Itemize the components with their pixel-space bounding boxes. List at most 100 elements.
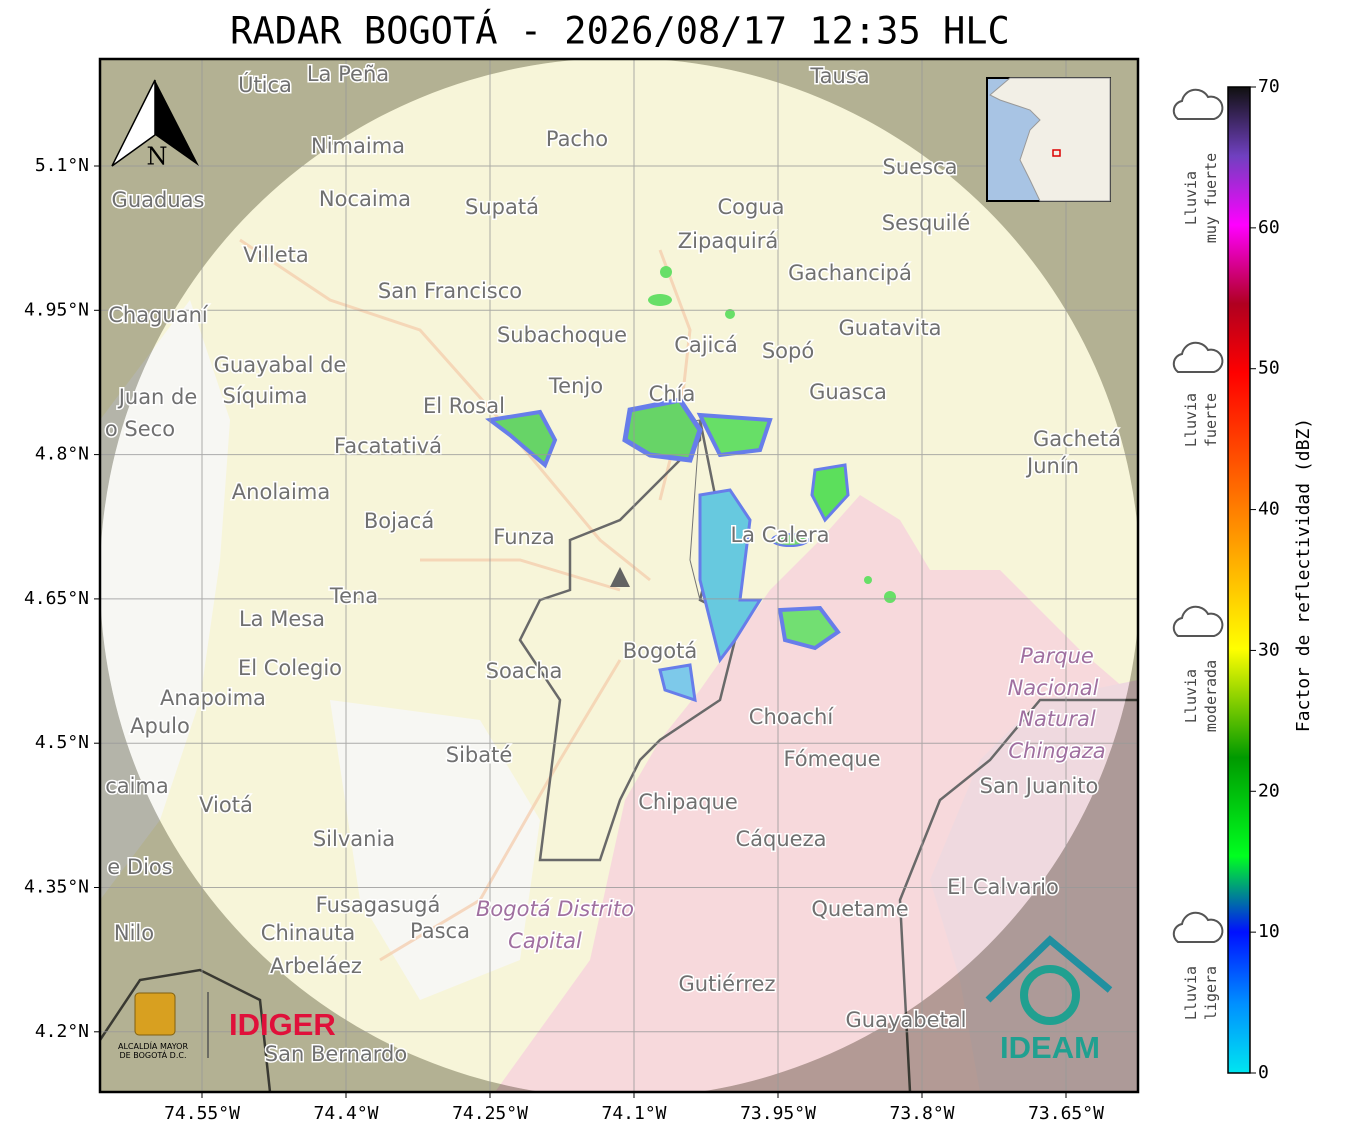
place-label: Gachancipá xyxy=(788,261,912,285)
place-label: Pasca xyxy=(410,919,470,943)
logo-text: ALCALDÍA MAYOR xyxy=(118,1040,188,1051)
lon-tick-label: 74.25°W xyxy=(452,1103,528,1124)
lon-tick-label: 74.55°W xyxy=(164,1103,240,1124)
place-label: Funza xyxy=(493,525,554,549)
place-label: Arbeláez xyxy=(270,954,362,978)
lat-tick-label: 4.8°N xyxy=(35,444,89,465)
logos: ALCALDÍA MAYOR DE BOGOTÁ D.C. IDIGER IDE… xyxy=(118,935,1113,1065)
lat-tick-label: 4.2°N xyxy=(35,1021,89,1042)
place-label: Útica xyxy=(238,72,292,97)
place-label: Pacho xyxy=(546,127,608,151)
place-label: Cajicá xyxy=(674,333,738,357)
rain-category: muy fuerte xyxy=(1202,153,1220,243)
place-label: Villeta xyxy=(243,243,308,267)
place-label: Silvania xyxy=(313,827,395,851)
place-label: Choachí xyxy=(749,705,835,729)
rain-category: Lluvia xyxy=(1182,393,1200,447)
colorbar-tick-label: 10 xyxy=(1258,921,1280,942)
rain-category: fuerte xyxy=(1202,393,1220,447)
place-label: San Francisco xyxy=(378,279,522,303)
place-label: Chaguaní xyxy=(108,303,209,327)
north-arrow: N xyxy=(111,79,199,171)
logo-text: IDIGER xyxy=(229,1007,336,1042)
place-label: San Juanito xyxy=(980,774,1099,798)
place-label: Fómeque xyxy=(783,747,880,771)
colorbar-tick-label: 50 xyxy=(1258,358,1280,379)
lon-tick-label: 74.4°W xyxy=(313,1103,378,1124)
place-label: Sesquilé xyxy=(882,211,970,235)
place-label: Sibaté xyxy=(446,743,513,767)
lon-tick-label: 74.1°W xyxy=(601,1103,666,1124)
place-label: Guasca xyxy=(809,380,887,404)
north-label: N xyxy=(147,143,168,171)
place-label: Junín xyxy=(1025,454,1079,478)
place-label: Guayabal de xyxy=(214,353,347,377)
place-label: San Bernardo xyxy=(265,1042,407,1066)
place-label: Nacional xyxy=(1008,676,1099,700)
place-label: Cogua xyxy=(717,195,784,219)
title: RADAR BOGOTÁ - 2026/08/17 12:35 HLC xyxy=(230,9,1010,53)
place-label: Supatá xyxy=(465,195,539,219)
place-label: Capital xyxy=(508,929,582,953)
place-label: Anolaima xyxy=(232,480,330,504)
lon-tick-label: 73.95°W xyxy=(740,1103,816,1124)
place-label: Zipaquirá xyxy=(678,229,778,253)
place-label: Anapoima xyxy=(160,686,266,710)
logo-text: DE BOGOTÁ D.C. xyxy=(119,1049,186,1060)
colorbar-tick-label: 20 xyxy=(1258,780,1280,801)
place-label: caima xyxy=(105,774,169,798)
place-label: La Calera xyxy=(730,523,829,547)
place-label: Bogotá Distrito xyxy=(476,897,634,921)
rain-icon xyxy=(1172,88,1224,120)
rain-icon xyxy=(1172,341,1224,373)
logo-text: IDEAM xyxy=(1000,1030,1100,1065)
place-label: Juan de xyxy=(117,385,198,409)
place-label: Gachetá xyxy=(1033,427,1121,451)
inset-map xyxy=(986,77,1111,202)
place-label: Chinauta xyxy=(261,921,355,945)
rain-icon xyxy=(1172,605,1224,637)
place-label: Subachoque xyxy=(497,323,627,347)
place-label: El Calvario xyxy=(947,875,1059,899)
place-label: La Mesa xyxy=(239,607,325,631)
place-label: Natural xyxy=(1018,707,1096,731)
colorbar-label: Factor de reflectividad (dBZ) xyxy=(1293,418,1314,732)
rain-category: Lluvia xyxy=(1182,171,1200,225)
place-label: Tenjo xyxy=(548,374,603,398)
place-label: Fusagasugá xyxy=(316,893,441,917)
place-label: El Colegio xyxy=(238,656,342,680)
place-label: Bogotá xyxy=(623,639,698,663)
place-label: Gutiérrez xyxy=(679,972,776,996)
colorbar xyxy=(1227,86,1251,1074)
place-label: Chipaque xyxy=(638,790,738,814)
place-label: Chía xyxy=(649,382,696,406)
place-label: Chingaza xyxy=(1008,739,1105,763)
colorbar-tick-label: 0 xyxy=(1258,1062,1269,1083)
place-label: Nilo xyxy=(114,921,154,945)
lat-tick-label: 4.5°N xyxy=(35,732,89,753)
place-label: Cáqueza xyxy=(736,827,827,851)
place-label: Suesca xyxy=(883,155,958,179)
rain-category: moderada xyxy=(1202,660,1220,732)
colorbar-tick-label: 40 xyxy=(1258,499,1280,520)
place-label: Nimaima xyxy=(311,134,405,158)
rain-category: Lluvia xyxy=(1182,669,1200,723)
place-label: Bojacá xyxy=(364,509,434,533)
place-label: Tausa xyxy=(809,64,869,88)
map-frame xyxy=(98,57,1140,1094)
place-label: e Dios xyxy=(107,855,172,879)
colorbar-tick-label: 60 xyxy=(1258,217,1280,238)
place-label: Facatativá xyxy=(334,434,442,458)
lat-tick-label: 4.65°N xyxy=(24,588,89,609)
colorbar-tick-label: 30 xyxy=(1258,639,1280,660)
lat-tick-label: 4.95°N xyxy=(24,299,89,320)
place-label: Tena xyxy=(329,584,378,608)
map: La Peña Útica Tausa Pacho Nimaima Guaduas Noca… xyxy=(100,59,1138,1092)
radar-echoes xyxy=(485,266,896,703)
place-label: o Seco xyxy=(105,417,175,441)
place-label: Guatavita xyxy=(839,316,942,340)
place-label: Soacha xyxy=(486,659,563,683)
rain-category: Lluvia xyxy=(1182,966,1200,1020)
lon-tick-label: 73.65°W xyxy=(1028,1103,1104,1124)
